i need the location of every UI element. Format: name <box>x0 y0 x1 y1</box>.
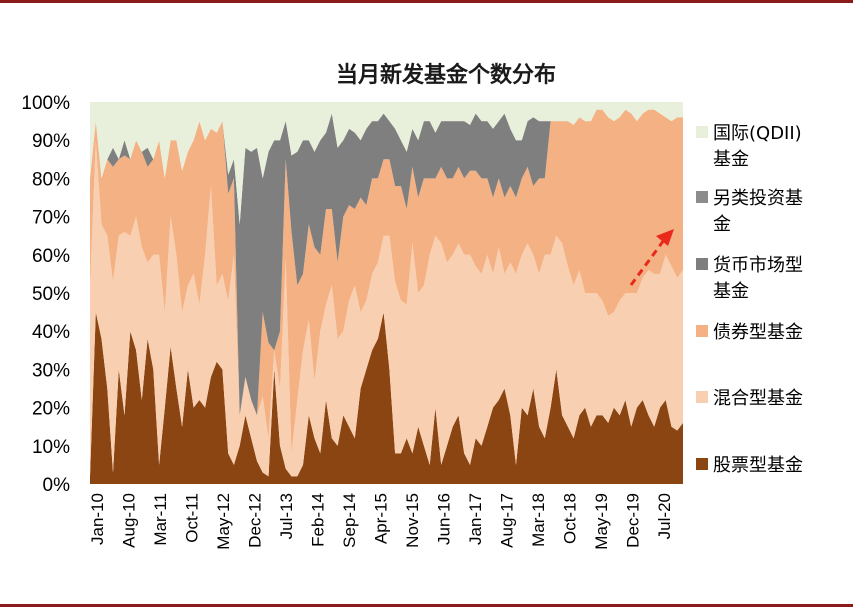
x-tick-label: Mar-18 <box>529 493 548 547</box>
area-series-1 <box>90 140 683 477</box>
legend-swatch <box>696 325 708 337</box>
x-tick-label: Jan-17 <box>466 493 485 545</box>
x-tick-label: Sep-14 <box>340 493 359 548</box>
y-tick-label: 50% <box>32 284 70 305</box>
legend-label-cont: 基金 <box>713 149 749 170</box>
legend-label-cont: 基金 <box>713 281 749 302</box>
y-tick-label: 100% <box>21 93 70 114</box>
x-tick-label: Jul-13 <box>277 493 296 539</box>
legend-swatch <box>696 191 708 203</box>
top-rule <box>0 0 853 3</box>
legend-label-cont: 金 <box>713 214 731 235</box>
y-tick-label: 0% <box>43 475 71 496</box>
x-tick-label: Aug-17 <box>498 493 517 548</box>
legend-label: 货币市场型 <box>713 255 803 276</box>
y-axis: 0% 10% 20% 30% 40% 50% 60% 70% 80% 90% 100% <box>21 93 70 496</box>
legend-swatch <box>696 258 708 270</box>
y-tick-label: 30% <box>32 360 70 381</box>
legend-label: 股票型基金 <box>713 455 803 476</box>
legend-swatch <box>696 391 708 403</box>
y-tick-label: 90% <box>32 131 70 152</box>
x-tick-label: Apr-15 <box>372 493 391 544</box>
arrow-shaft <box>629 239 666 286</box>
x-tick-label: Aug-10 <box>120 493 139 548</box>
chart-title: 当月新发基金个数分布 <box>336 62 556 88</box>
arrow-head <box>656 229 674 246</box>
y-tick-label: 80% <box>32 169 70 190</box>
x-tick-label: Jun-16 <box>435 493 454 545</box>
x-tick-label: Oct-18 <box>561 493 580 544</box>
area-series-5 <box>90 102 683 225</box>
y-tick-label: 10% <box>32 437 70 458</box>
x-tick-label: Feb-14 <box>309 493 328 547</box>
trend-arrow <box>629 229 674 286</box>
x-tick-label: Oct-11 <box>183 493 202 543</box>
x-tick-label: May-19 <box>592 493 611 550</box>
y-tick-label: 60% <box>32 246 70 267</box>
legend-label: 债券型基金 <box>713 322 803 343</box>
area-series-group <box>90 102 683 484</box>
x-tick-label: Dec-19 <box>624 493 643 548</box>
y-tick-label: 20% <box>32 399 70 420</box>
area-series-2 <box>90 109 683 454</box>
bottom-rule <box>0 604 853 607</box>
x-tick-label: Dec-12 <box>246 493 265 548</box>
legend-label: 混合型基金 <box>713 388 803 409</box>
y-tick-label: 40% <box>32 322 70 343</box>
area-series-0 <box>90 312 683 484</box>
x-tick-label: Nov-15 <box>403 493 422 548</box>
x-tick-label: Jan-10 <box>88 493 107 545</box>
x-axis: Jan-10 Aug-10 Mar-11 Oct-11 May-12 Dec-12 Jul-… <box>88 493 674 550</box>
x-tick-label: Mar-11 <box>151 493 170 546</box>
x-tick-label: Jul-20 <box>655 493 674 539</box>
legend-label: 国际(QDII) <box>713 123 802 144</box>
x-tick-label: May-12 <box>214 493 233 550</box>
legend-swatch <box>696 458 708 470</box>
y-tick-label: 70% <box>32 208 70 229</box>
legend-label: 另类投资基 <box>713 188 803 209</box>
legend-swatch <box>696 126 708 138</box>
area-series-3 <box>90 109 683 416</box>
